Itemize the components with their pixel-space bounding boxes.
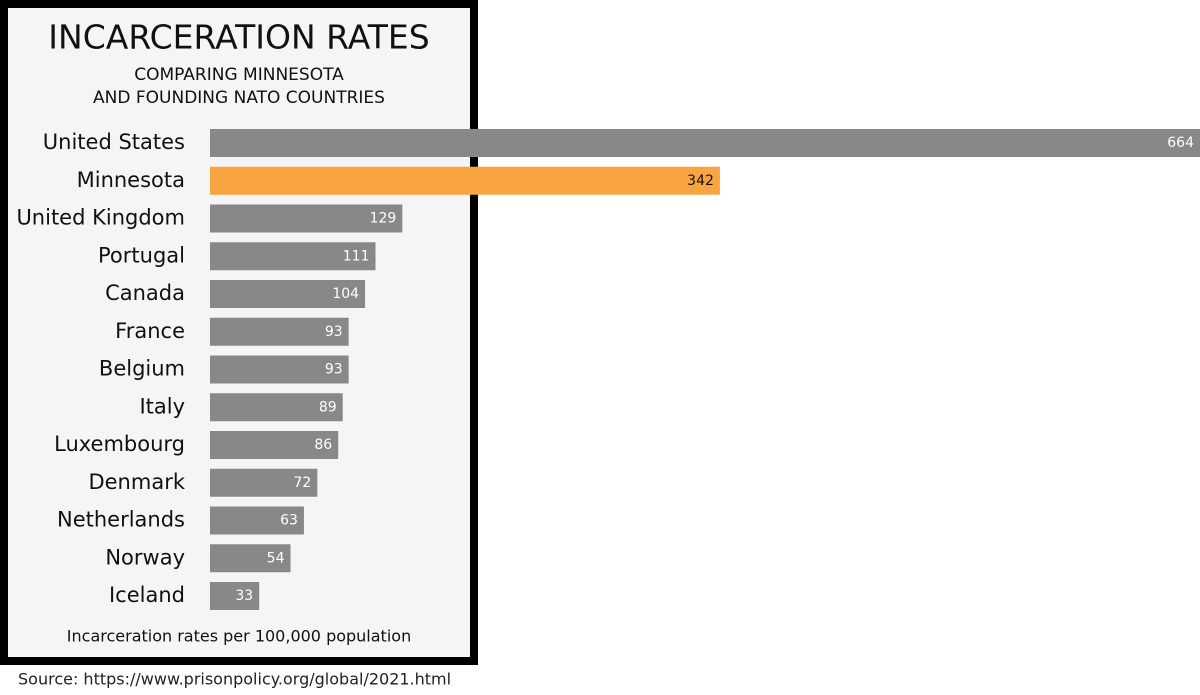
value-label: 664 [1167, 135, 1194, 151]
value-label: 129 [370, 211, 397, 227]
value-label: 342 [687, 173, 714, 189]
value-label: 93 [325, 362, 343, 378]
chart-subtitle: COMPARING MINNESOTA [134, 65, 344, 85]
category-label: United States [43, 130, 185, 154]
bar [210, 280, 366, 308]
value-label: 54 [267, 550, 285, 566]
bar [210, 468, 318, 497]
category-label: Norway [105, 545, 185, 569]
value-label: 111 [343, 248, 370, 264]
value-label: 86 [314, 437, 332, 453]
category-label: Iceland [109, 583, 185, 607]
bar [210, 355, 349, 384]
bar [210, 544, 291, 573]
value-label: 63 [280, 513, 298, 529]
value-label: 89 [319, 399, 337, 415]
value-label: 72 [294, 475, 312, 491]
bar [210, 166, 720, 195]
bar [210, 317, 349, 346]
category-label: Minnesota [77, 168, 185, 192]
category-label: Belgium [99, 357, 185, 381]
note: Incarceration rates per 100,000 populati… [67, 627, 411, 646]
chart-subtitle: AND FOUNDING NATO COUNTRIES [93, 88, 385, 108]
category-label: United Kingdom [16, 206, 185, 230]
category-label: France [115, 319, 185, 343]
value-label: 93 [325, 324, 343, 340]
category-label: Canada [105, 281, 185, 305]
value-label: 33 [235, 588, 253, 604]
bar [210, 582, 260, 610]
category-label: Portugal [98, 243, 185, 267]
bar [210, 129, 1200, 157]
chart-title: INCARCERATION RATES [48, 18, 429, 57]
bar [210, 506, 304, 535]
category-label: Italy [139, 394, 185, 418]
category-label: Luxembourg [54, 432, 185, 456]
value-label: 104 [332, 286, 359, 302]
source: Source: https://www.prisonpolicy.org/glo… [18, 670, 451, 689]
bar [210, 204, 403, 233]
bar [210, 393, 343, 422]
bar [210, 431, 339, 459]
bar [210, 242, 376, 271]
category-label: Denmark [88, 470, 185, 494]
category-label: Netherlands [57, 508, 185, 532]
